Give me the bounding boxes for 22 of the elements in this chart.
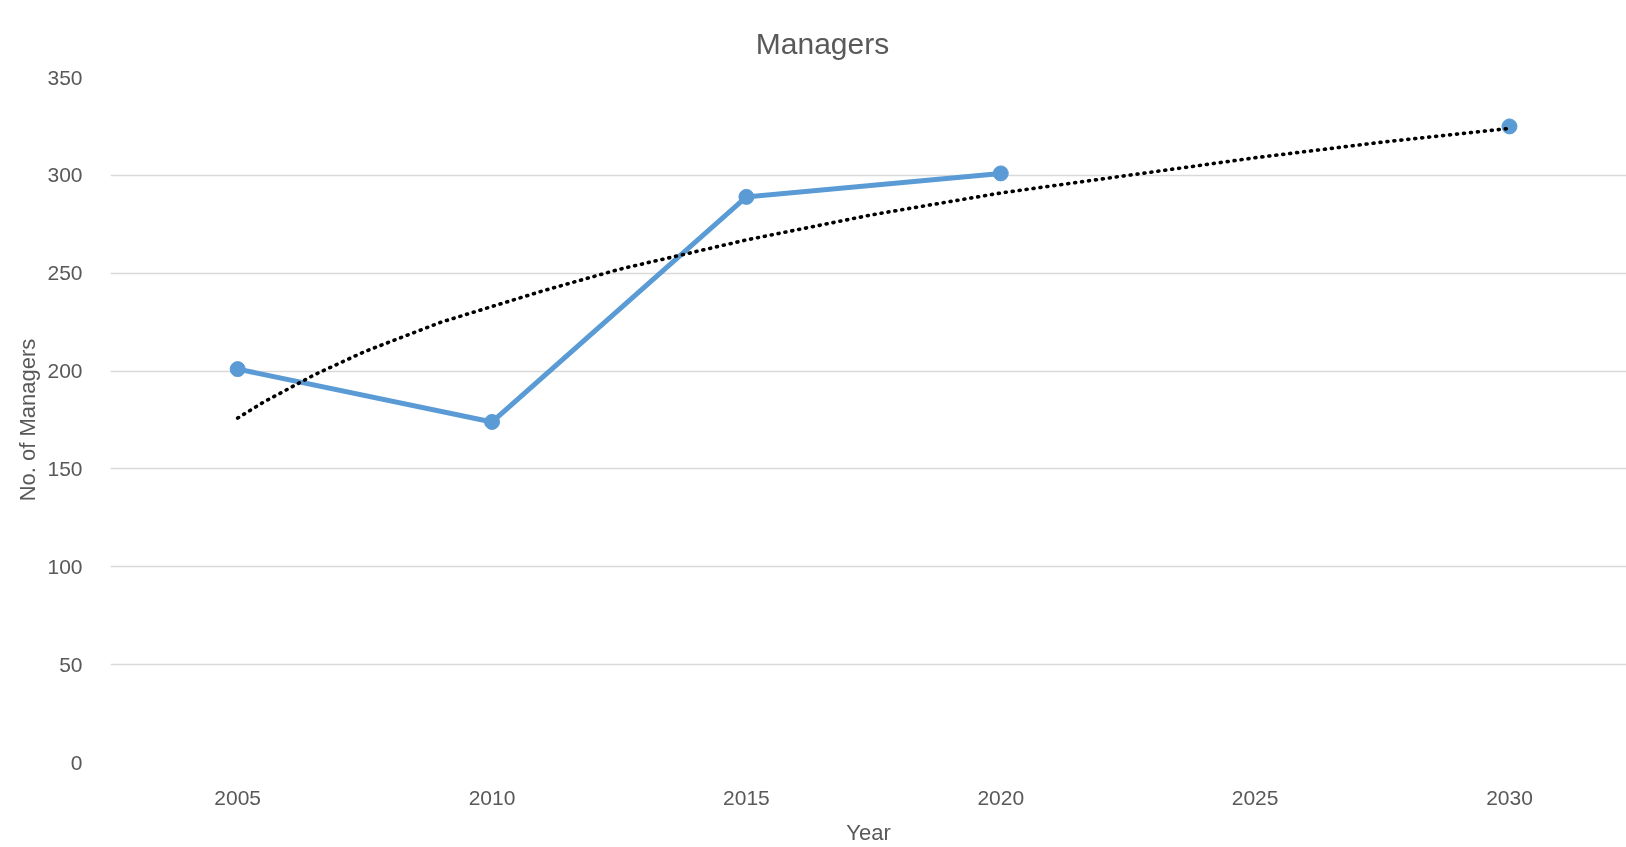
x-axis-title: Year bbox=[846, 819, 891, 845]
y-tick-label: 50 bbox=[59, 652, 83, 676]
x-tick-label: 2030 bbox=[1486, 785, 1533, 809]
x-tick-label: 2005 bbox=[214, 785, 262, 809]
y-tick-label: 200 bbox=[47, 359, 83, 383]
x-tick-label: 2015 bbox=[723, 785, 770, 809]
y-tick-label: 0 bbox=[70, 750, 83, 774]
x-tick-label: 2010 bbox=[468, 785, 516, 809]
y-tick-label: 100 bbox=[47, 554, 83, 578]
point bbox=[229, 361, 246, 378]
y-tick-label: 150 bbox=[47, 456, 83, 480]
x-tick-label: 2025 bbox=[1231, 785, 1279, 809]
point bbox=[992, 165, 1009, 182]
chart-title: Managers bbox=[755, 26, 890, 60]
y-tick-label: 250 bbox=[47, 261, 83, 285]
point bbox=[484, 413, 501, 430]
y-axis-title: No. of Managers bbox=[15, 338, 41, 502]
point bbox=[1501, 118, 1518, 135]
x-tick-label: 2020 bbox=[977, 785, 1025, 809]
y-tick-label: 300 bbox=[47, 163, 83, 187]
y-tick-label: 350 bbox=[47, 65, 83, 89]
point bbox=[738, 188, 755, 205]
